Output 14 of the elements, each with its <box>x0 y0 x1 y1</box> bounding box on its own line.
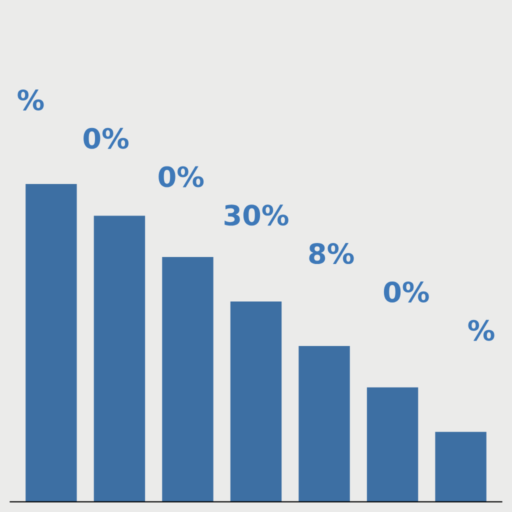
bar <box>94 216 146 502</box>
bar <box>298 346 350 502</box>
text: 0% <box>84 128 129 149</box>
bar <box>230 302 282 502</box>
bar <box>366 387 418 502</box>
bar <box>162 257 214 502</box>
annotation: 0% <box>384 281 429 302</box>
text: % <box>18 89 44 110</box>
annotation: 30% <box>224 204 288 226</box>
bar <box>435 432 486 502</box>
annotation: % <box>468 320 494 341</box>
annotation: 8% <box>309 243 354 264</box>
annotation: 0% <box>158 166 204 188</box>
bar <box>26 184 77 502</box>
